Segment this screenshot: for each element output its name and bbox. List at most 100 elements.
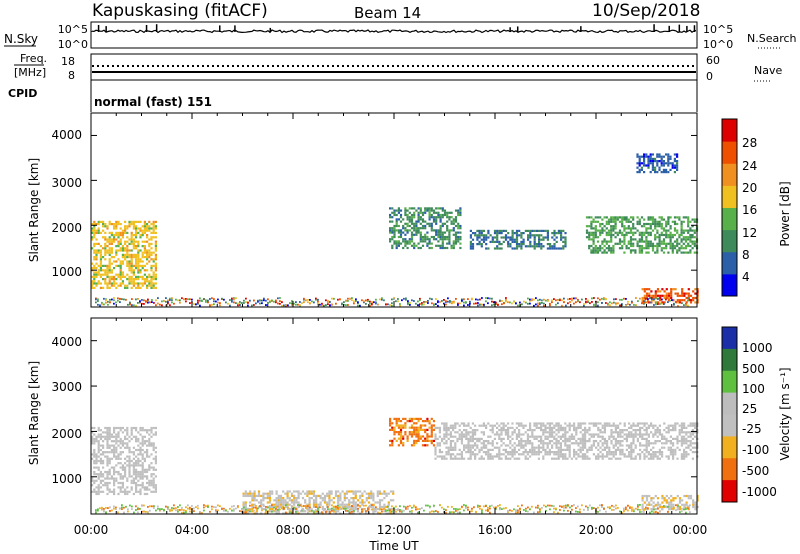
data-cell bbox=[496, 232, 499, 235]
data-cell bbox=[471, 422, 474, 425]
data-cell bbox=[308, 503, 311, 506]
data-cell bbox=[647, 457, 650, 460]
data-cell bbox=[117, 258, 120, 261]
data-cell bbox=[680, 240, 683, 243]
data-cell bbox=[511, 433, 514, 436]
data-cell bbox=[689, 422, 692, 425]
data-cell bbox=[663, 429, 666, 432]
power-colorbar-segment bbox=[722, 119, 737, 142]
data-cell bbox=[610, 218, 613, 221]
ground-scatter-cell bbox=[479, 298, 481, 301]
data-cell bbox=[436, 455, 439, 458]
data-cell bbox=[520, 240, 523, 243]
data-cell bbox=[658, 222, 661, 226]
data-cell bbox=[662, 247, 666, 250]
data-cell bbox=[491, 426, 494, 429]
data-cell bbox=[413, 417, 416, 420]
ground-scatter-cell bbox=[407, 303, 409, 306]
data-cell bbox=[391, 428, 394, 431]
data-cell bbox=[632, 227, 635, 230]
ground-scatter-cell bbox=[371, 303, 373, 306]
data-cell bbox=[634, 433, 637, 436]
data-cell bbox=[467, 451, 470, 454]
data-cell bbox=[507, 236, 510, 239]
data-cell bbox=[106, 426, 109, 430]
data-cell bbox=[110, 284, 113, 287]
data-cell bbox=[533, 236, 536, 239]
data-cell bbox=[130, 220, 133, 223]
data-cell bbox=[680, 222, 683, 226]
ground-scatter-cell bbox=[231, 300, 233, 303]
ground-scatter-cell bbox=[357, 304, 359, 307]
data-cell bbox=[436, 437, 439, 440]
data-cell bbox=[553, 424, 556, 427]
data-cell bbox=[676, 249, 679, 252]
data-cell bbox=[573, 426, 576, 429]
data-cell bbox=[533, 234, 536, 237]
data-cell bbox=[570, 437, 573, 440]
data-cell bbox=[124, 457, 127, 460]
data-cell bbox=[513, 448, 516, 451]
data-cell bbox=[297, 497, 300, 500]
data-cell bbox=[437, 240, 440, 243]
data-cell bbox=[625, 455, 628, 458]
data-cell bbox=[511, 451, 514, 454]
data-cell bbox=[535, 422, 538, 425]
ground-scatter-cell bbox=[253, 509, 255, 512]
data-cell bbox=[610, 227, 613, 230]
data-cell bbox=[106, 435, 109, 438]
data-cell bbox=[154, 245, 157, 248]
power-data-layer bbox=[91, 153, 699, 307]
data-cell bbox=[471, 433, 474, 436]
data-cell bbox=[126, 240, 129, 243]
data-cell bbox=[651, 218, 655, 221]
ground-scatter-cell bbox=[115, 508, 117, 510]
data-cell bbox=[584, 426, 587, 429]
data-cell bbox=[317, 494, 320, 497]
data-cell bbox=[454, 422, 457, 425]
ground-scatter-cell bbox=[455, 298, 457, 300]
data-cell bbox=[540, 446, 543, 449]
ground-scatter-cell bbox=[211, 505, 213, 508]
data-cell bbox=[606, 444, 609, 447]
data-cell bbox=[651, 222, 655, 226]
data-cell bbox=[520, 446, 523, 449]
data-cell bbox=[482, 440, 485, 443]
data-cell bbox=[326, 510, 329, 513]
ground-scatter-cell bbox=[337, 298, 339, 301]
data-cell bbox=[137, 490, 140, 493]
data-cell bbox=[91, 484, 94, 487]
data-cell bbox=[643, 455, 646, 458]
data-cell bbox=[361, 503, 364, 506]
data-cell bbox=[119, 282, 122, 285]
data-cell bbox=[665, 168, 668, 171]
data-cell bbox=[689, 497, 693, 500]
data-cell bbox=[383, 492, 386, 495]
data-cell bbox=[93, 470, 96, 474]
data-cell bbox=[124, 286, 127, 289]
data-cell bbox=[643, 288, 646, 291]
data-cell bbox=[361, 494, 364, 497]
ground-scatter-cell bbox=[189, 506, 191, 509]
ground-scatter-cell bbox=[647, 300, 649, 302]
data-cell bbox=[284, 499, 287, 502]
data-cell bbox=[135, 475, 138, 478]
power-cbar-tick-12: 12 bbox=[742, 226, 757, 240]
data-cell bbox=[91, 477, 94, 480]
data-cell bbox=[148, 284, 151, 287]
data-cell bbox=[671, 162, 674, 165]
data-cell bbox=[413, 213, 416, 217]
data-cell bbox=[584, 453, 587, 456]
data-cell bbox=[435, 207, 438, 210]
data-cell bbox=[538, 243, 541, 246]
data-cell bbox=[551, 457, 554, 460]
data-cell bbox=[643, 299, 646, 302]
data-cell bbox=[665, 437, 668, 440]
data-cell bbox=[456, 457, 459, 460]
ground-scatter-cell bbox=[245, 511, 247, 514]
data-cell bbox=[448, 211, 451, 214]
data-cell bbox=[489, 429, 492, 432]
data-cell bbox=[413, 428, 416, 431]
data-cell bbox=[95, 440, 98, 443]
data-cell bbox=[410, 235, 414, 239]
